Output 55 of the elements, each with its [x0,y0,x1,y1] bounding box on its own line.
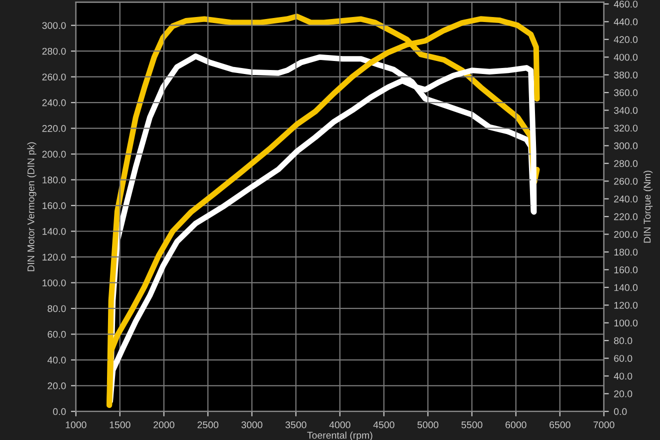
x-tick-label: 4000 [329,421,350,428]
y-tick-label: 120.0 [42,254,66,261]
y2-tick-label: 280.0 [614,160,638,168]
y2-tick-label: 40.0 [614,372,632,380]
x-tick-label: 2500 [198,421,218,428]
y-tick-label: 280.0 [42,48,66,55]
y2-tick-label: 300.0 [614,142,638,150]
y2-tick-label: 240.0 [614,196,638,202]
y-tick-label: 220.0 [42,125,66,132]
y-tick-label: 60.0 [48,330,66,338]
y2-tick-label: 80.0 [614,337,632,344]
y-tick-label: 20.0 [48,382,66,390]
y-tick-label: 40.0 [47,356,66,364]
y-tick-label: 300.0 [42,22,66,29]
y2-tick-label: 260.0 [614,178,638,185]
y2-tick-label: 220.0 [614,213,638,220]
x-tick-label: 5000 [417,421,438,428]
y-tick-label: 260.0 [42,74,66,80]
y-tick-label: 100.0 [42,279,66,286]
y2-tick-label: 320.0 [614,124,638,132]
x-tick-label: 3500 [285,421,306,428]
y2-tick-label: 160.0 [614,266,638,274]
y-tick-label: 160.0 [42,202,66,210]
y2-tick-label: 180.0 [614,248,638,256]
y-tick-label: 0.0 [53,408,66,416]
y-tick-label: 80.0 [48,305,66,312]
y2-tick-label: 360.0 [614,89,638,96]
y2-tick-label: 440.0 [614,18,638,26]
y2-tick-label: 460.0 [614,0,638,8]
y-tick-label: 240.0 [42,99,66,106]
x-tick-label: 1500 [110,421,130,428]
y2-tick-label: 200.0 [614,230,638,238]
y2-tick-label: 100.0 [614,320,638,326]
x-tick-label: 2000 [154,421,174,428]
y2-tick-label: 20.0 [614,390,632,398]
y2-tick-label: 340.0 [614,106,638,114]
y2-tick-label: 140.0 [614,284,638,292]
x-tick-label: 3000 [241,421,262,428]
y-tick-label: 180.0 [42,176,66,184]
x-tick-label: 7000 [594,421,614,428]
y2-tick-label: 400.0 [614,54,638,61]
y2-tick-label: 120.0 [614,302,638,309]
y2-axis-title: DIN Torque (Nm) [644,170,653,243]
y2-tick-label: 0.0 [614,408,627,416]
x-tick-label: 5500 [461,421,482,428]
x-tick-label: 1000 [66,421,86,428]
y-tick-label: 140.0 [42,228,66,235]
x-tick-label: 4500 [373,421,394,428]
y-axis-title: DIN Motor Vermogen (DIN pk) [27,142,36,272]
y2-tick-label: 420.0 [614,36,638,44]
y-tick-label: 200.0 [42,150,66,158]
x-tick-label: 6000 [506,421,526,428]
y2-tick-label: 60.0 [614,354,632,362]
y2-tick-label: 380.0 [614,72,638,78]
x-tick-label: 6500 [550,421,570,428]
